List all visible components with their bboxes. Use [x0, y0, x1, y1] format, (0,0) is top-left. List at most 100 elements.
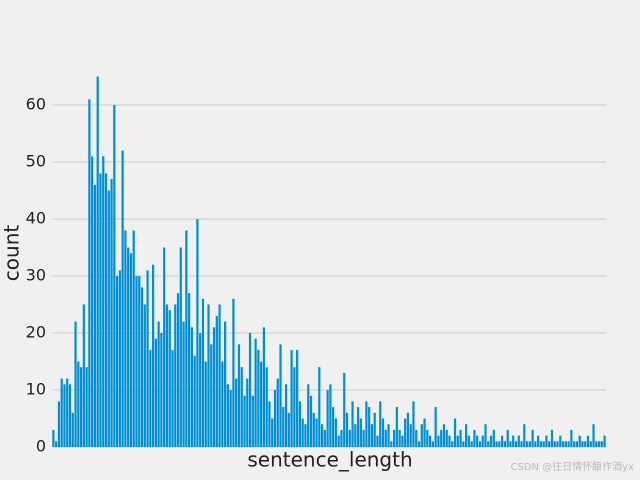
- bar: [135, 276, 138, 447]
- bar: [387, 424, 390, 447]
- bar: [66, 378, 69, 447]
- bar: [329, 384, 332, 447]
- bar: [561, 441, 565, 447]
- bar: [476, 435, 479, 447]
- bar: [489, 435, 493, 447]
- bar: [553, 441, 556, 447]
- bar: [559, 435, 562, 447]
- bar: [262, 327, 266, 447]
- bars: [52, 76, 606, 448]
- bar: [224, 321, 227, 447]
- bar: [104, 173, 108, 447]
- bar: [337, 435, 340, 447]
- bar: [260, 361, 263, 447]
- bar: [235, 378, 238, 447]
- bar: [77, 361, 80, 447]
- bar: [365, 401, 368, 447]
- bar: [589, 441, 592, 447]
- bar: [525, 441, 529, 447]
- bar: [212, 327, 216, 447]
- bar: [528, 441, 531, 447]
- bar: [359, 418, 362, 447]
- bar: [395, 407, 398, 447]
- bar: [312, 412, 315, 447]
- bar: [501, 435, 504, 447]
- bar: [573, 441, 576, 447]
- bar: [143, 304, 146, 447]
- bar: [68, 384, 72, 447]
- bar: [182, 321, 185, 447]
- watermark: CSDN @往日情怀酿作酒yx: [510, 460, 634, 473]
- bar: [55, 441, 58, 447]
- bar: [174, 304, 177, 447]
- y-tick-label: 60: [26, 95, 46, 114]
- bar: [392, 429, 396, 447]
- bar: [71, 412, 74, 447]
- bar: [196, 219, 199, 447]
- bar: [370, 424, 374, 447]
- bar: [597, 441, 601, 447]
- bar: [129, 253, 133, 447]
- bar: [276, 378, 279, 447]
- bar: [115, 276, 119, 447]
- bar: [146, 270, 149, 447]
- bar: [85, 367, 88, 447]
- bar: [448, 435, 451, 447]
- bar: [514, 441, 518, 447]
- bar: [107, 190, 110, 447]
- bar: [290, 350, 293, 447]
- bar: [550, 429, 554, 447]
- bar: [279, 344, 282, 447]
- bar: [459, 429, 462, 447]
- bar: [118, 270, 121, 447]
- bar: [149, 350, 152, 447]
- bar: [481, 435, 484, 447]
- bar: [307, 384, 310, 447]
- bar: [523, 424, 526, 447]
- bar: [351, 401, 354, 447]
- bar: [160, 333, 163, 447]
- y-tick-label: 50: [26, 152, 46, 171]
- bar: [423, 418, 426, 447]
- bar: [570, 429, 573, 447]
- bar: [215, 315, 218, 447]
- bar: [354, 424, 357, 447]
- bar: [79, 367, 83, 447]
- bar: [121, 150, 124, 447]
- bar: [584, 441, 587, 447]
- bar: [102, 156, 105, 448]
- bar: [340, 429, 343, 447]
- bar: [326, 390, 329, 447]
- bar: [384, 429, 387, 447]
- bar: [246, 378, 249, 447]
- bar: [343, 372, 346, 447]
- bar: [531, 429, 534, 447]
- bar: [193, 355, 196, 447]
- bar: [99, 173, 102, 447]
- bar: [88, 99, 91, 448]
- bar: [431, 441, 434, 447]
- bar: [484, 424, 487, 447]
- bar: [434, 407, 437, 447]
- bar: [190, 327, 193, 447]
- bar: [517, 435, 520, 447]
- bar: [406, 412, 410, 447]
- bar: [226, 384, 230, 447]
- bar: [138, 276, 141, 447]
- bar: [82, 304, 85, 447]
- bar: [154, 338, 157, 447]
- bar: [237, 344, 241, 447]
- bar: [487, 441, 490, 447]
- bar: [240, 367, 243, 447]
- bar: [298, 401, 302, 447]
- bar: [603, 435, 606, 447]
- bar: [254, 338, 257, 447]
- bar: [420, 424, 423, 447]
- bar: [63, 384, 66, 447]
- bar: [284, 384, 288, 447]
- bar: [282, 407, 285, 447]
- bar: [379, 401, 382, 447]
- bar: [221, 361, 224, 447]
